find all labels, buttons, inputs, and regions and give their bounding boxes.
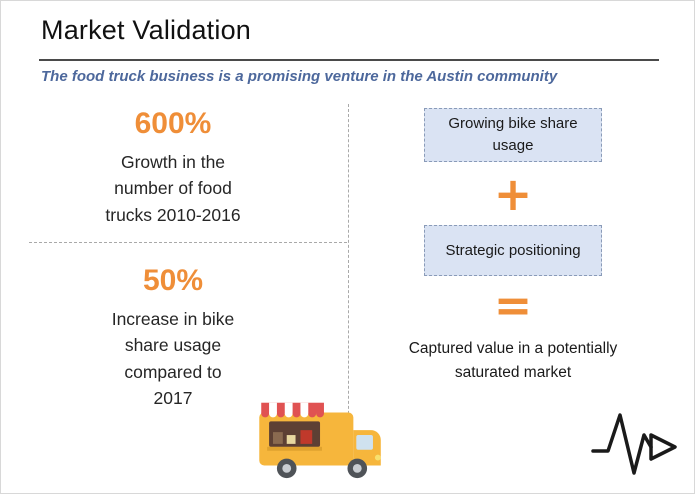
pulse-arrow-logo-icon	[589, 403, 681, 483]
stat-food-truck-growth: 600% Growth in the number of food trucks…	[58, 107, 288, 228]
vertical-dashed-divider	[348, 104, 349, 434]
box-growing-bike-share: Growing bike share usage	[424, 108, 602, 162]
plus-operator: +	[493, 167, 533, 221]
horizontal-dashed-divider	[29, 242, 347, 243]
food-truck-icon	[252, 389, 392, 487]
stat-value-50: 50%	[142, 264, 204, 297]
stat-value-600: 600%	[134, 107, 212, 140]
stat-bike-share-increase: 50% Increase in bike share usage compare…	[58, 264, 288, 411]
page-title: Market Validation	[41, 15, 252, 45]
title-divider	[39, 59, 659, 61]
box-strategic-positioning: Strategic positioning	[424, 225, 602, 276]
stat-label-50: Increase in bike share usage compared to…	[111, 309, 235, 408]
slide-subtitle: The food truck business is a promising v…	[41, 68, 558, 85]
equation-result-text: Captured value in a potentially saturate…	[408, 340, 618, 382]
stat-label-600: Growth in the number of food trucks 2010…	[105, 152, 241, 225]
equals-operator: =	[493, 278, 533, 332]
